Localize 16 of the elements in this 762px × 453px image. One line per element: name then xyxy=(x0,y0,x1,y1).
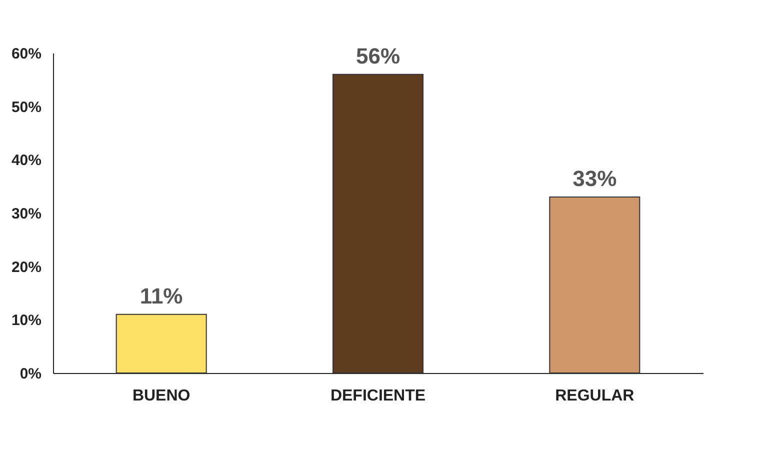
data-label: 11% xyxy=(140,283,183,308)
y-tick-label: 50% xyxy=(11,98,42,116)
data-label: 56% xyxy=(356,43,400,68)
y-tick-label: 20% xyxy=(11,258,42,276)
y-tick-label: 10% xyxy=(11,312,42,330)
y-tick-label: 0% xyxy=(20,366,42,382)
x-tick-label: DEFICIENTE xyxy=(330,388,426,404)
data-label: 33% xyxy=(572,166,617,191)
y-tick-label: 40% xyxy=(11,152,42,170)
bar xyxy=(332,74,424,374)
x-tick-label: REGULAR xyxy=(555,388,635,404)
bar xyxy=(549,196,640,374)
x-tick-label: BUENO xyxy=(132,388,190,404)
y-tick-label: 30% xyxy=(11,206,42,222)
y-tick-label: 60% xyxy=(11,46,42,62)
bar xyxy=(116,314,207,374)
